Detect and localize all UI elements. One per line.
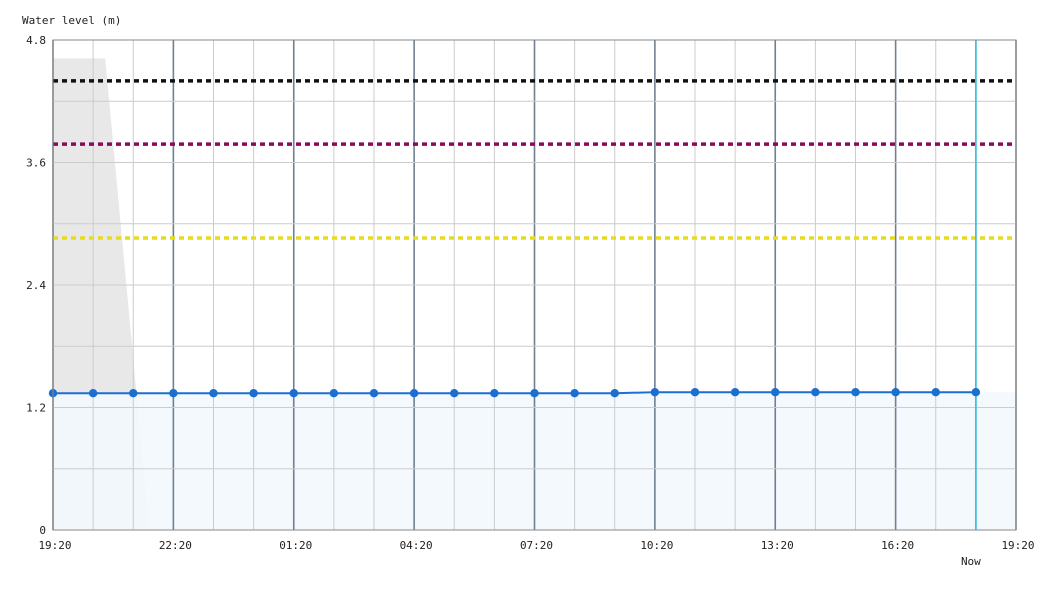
y-tick-label: 1.2: [26, 402, 46, 415]
data-series: [48, 387, 981, 398]
y-axis-title: Water level (m): [22, 14, 121, 27]
data-point: [490, 389, 499, 398]
x-tick-label: 07:20: [520, 539, 553, 552]
data-point: [690, 387, 700, 397]
data-point: [409, 389, 419, 398]
y-tick-label: 3.6: [26, 157, 46, 170]
x-tick-label: 13:20: [761, 539, 794, 552]
data-point: [249, 389, 258, 398]
data-point: [730, 387, 740, 397]
series-line: [53, 391, 976, 395]
x-tick-label: 04:20: [400, 539, 433, 552]
x-tick-label: 16:20: [881, 539, 914, 552]
data-point: [931, 387, 940, 397]
data-point: [570, 389, 579, 398]
data-point: [610, 389, 619, 398]
data-point: [169, 389, 178, 398]
y-tick-label: 0: [39, 524, 46, 537]
data-point: [329, 389, 339, 398]
data-point: [369, 389, 379, 398]
data-point: [650, 387, 660, 397]
threshold-lines: [53, 79, 1016, 240]
y-tick-label: 4.8: [26, 34, 46, 47]
y-tick-label: 2.4: [26, 279, 46, 292]
axes: 0 1.2 2.4 3.6 4.8 19:20 22:20 01:20 04:20 07:20 10…: [26, 34, 1034, 552]
x-tick-label: 19:20: [1001, 539, 1034, 552]
data-point: [851, 387, 860, 397]
data-point: [811, 387, 820, 397]
data-point: [771, 387, 780, 397]
plot-frame: [52, 39, 1017, 531]
data-point: [530, 389, 539, 398]
data-point: [129, 389, 138, 398]
data-point: [289, 389, 298, 398]
x-tick-label: 22:20: [159, 539, 192, 552]
x-tick-label: 10:20: [640, 539, 673, 552]
now-marker: Now: [961, 40, 981, 568]
data-point: [891, 387, 900, 397]
x-tick-label: 01:20: [279, 539, 312, 552]
x-tick-label: 19:20: [38, 539, 71, 552]
data-point: [450, 389, 459, 398]
data-point: [209, 389, 218, 398]
data-point: [88, 389, 98, 398]
now-label: Now: [961, 555, 981, 568]
data-point: [971, 387, 981, 397]
